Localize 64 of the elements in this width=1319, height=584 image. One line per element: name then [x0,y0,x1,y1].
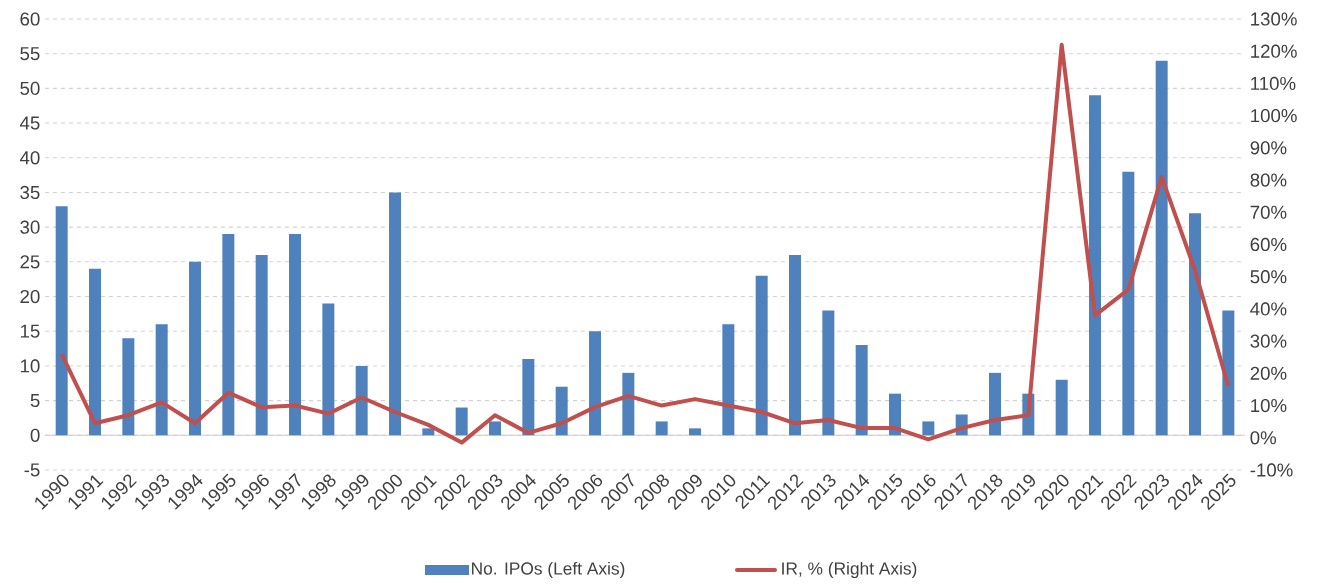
bar [822,310,835,436]
bar [55,206,68,436]
y2-tick-label: 90% [1250,141,1287,155]
bar [1222,310,1235,436]
bar [455,407,468,436]
y-tick-label: 25 [20,255,40,269]
bar [922,421,935,436]
bar [389,192,402,436]
bar [622,372,635,436]
bar [1055,379,1068,436]
y-tick-label: 20 [20,289,40,304]
line-series [59,42,1231,445]
bar [522,358,535,436]
y2-tick-label: 130% [1251,12,1297,26]
bar [489,421,502,436]
bar [255,254,268,436]
bar [855,345,868,436]
bar [289,234,302,436]
y-tick-label: 5 [30,394,40,408]
y2-tick-label: 30% [1250,334,1287,348]
y-tick-label: 40 [19,151,40,165]
y2-tick-label: 10% [1251,398,1287,413]
y-tick-label: 15 [20,324,40,338]
y2-tick-label: 70% [1250,205,1287,219]
bar [989,372,1002,436]
y2-tick-label: 120% [1251,44,1297,58]
y2-tick-label: 110% [1251,76,1296,91]
y2-tick-label: 40% [1250,302,1287,316]
bar [1189,213,1202,436]
bar [155,324,168,436]
bar [689,428,702,436]
y2-tick-label: 100% [1251,109,1297,123]
y-tick-label: 0 [30,428,40,442]
bar [1122,171,1135,436]
y2-tick-label: 80% [1250,173,1287,187]
y-tick-label: 50 [20,81,40,95]
bar [589,331,602,436]
bar [722,324,735,436]
bar [355,365,368,436]
y2-tick-label: -10% [1250,463,1293,477]
legend-label: IR, % (Right Axis) [782,561,917,579]
bar [755,275,768,436]
y2-tick-label: 60% [1250,237,1287,252]
y2-tick-label: 0% [1250,431,1277,445]
bar [189,261,202,436]
y-tick-label: 30 [20,220,40,234]
y2-tick-label: 50% [1250,270,1287,284]
bar [1089,95,1102,436]
y2-tick-label: 20% [1250,366,1287,380]
legend-label: No. IPOs (Left Axis) [472,561,625,579]
y-tick-label: 35 [20,185,40,200]
y-tick-label: 10 [20,359,40,373]
bar [555,386,568,436]
y-tick-label: 60 [20,12,40,26]
bar [655,421,668,436]
bar [322,303,335,436]
bar [222,234,235,436]
bar [89,268,102,436]
y-tick-label: 45 [19,116,40,130]
bar [122,338,135,436]
bar [422,428,435,436]
y-tick-label: 55 [20,47,40,61]
bar [789,254,802,436]
bar [1155,60,1168,436]
